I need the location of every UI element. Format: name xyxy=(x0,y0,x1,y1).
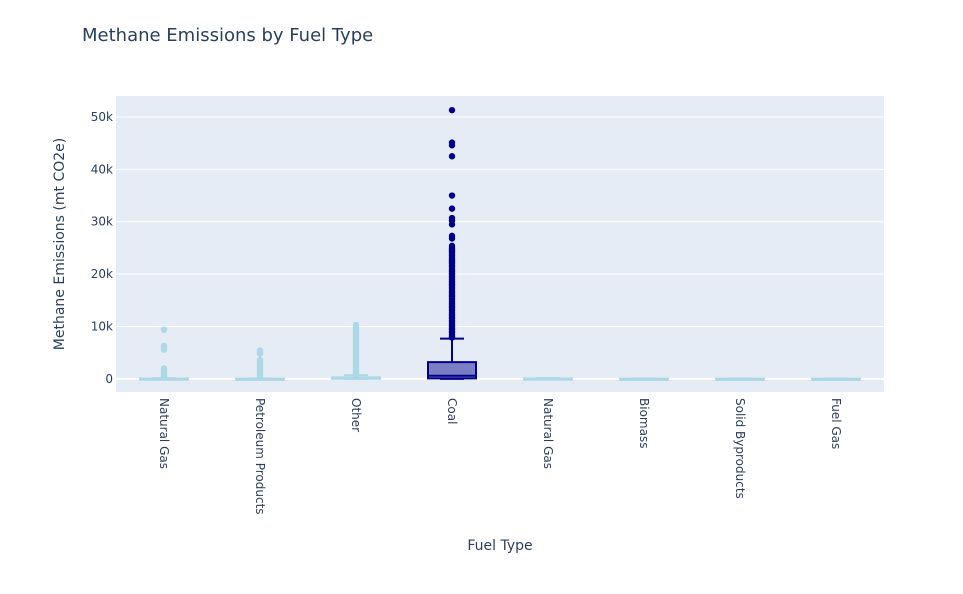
x-tick-label: Coal xyxy=(445,398,459,424)
y-tick-label: 50k xyxy=(91,110,113,124)
y-tick-label: 30k xyxy=(91,215,113,229)
outlier-point xyxy=(448,192,456,199)
box-trace xyxy=(331,321,381,380)
x-tick-label: Natural Gas xyxy=(541,398,555,469)
y-tick-label: 40k xyxy=(91,162,113,176)
x-tick-label: Petroleum Products xyxy=(253,398,267,515)
y-gridlines xyxy=(116,116,884,328)
box-trace xyxy=(523,377,573,381)
x-tick-label: Natural Gas xyxy=(157,398,171,469)
box-trace xyxy=(715,377,765,381)
box-trace xyxy=(235,347,285,381)
box-trace xyxy=(619,377,669,381)
y-tick-label: 0 xyxy=(105,372,113,386)
outlier-point xyxy=(448,106,456,114)
box-iqr xyxy=(427,361,477,380)
x-tick-label: Biomass xyxy=(637,398,651,448)
outlier-point xyxy=(256,356,264,364)
box-trace xyxy=(427,106,477,380)
y-axis-ticks: 0 10k 20k 30k 40k 50k xyxy=(91,110,113,386)
box-trace xyxy=(139,326,189,381)
outlier-point xyxy=(448,242,456,250)
x-axis-title: Fuel Type xyxy=(467,538,532,554)
outlier-point xyxy=(160,326,168,333)
box-trace xyxy=(811,377,861,381)
outlier-point xyxy=(448,153,456,160)
chart-title: Methane Emissions by Fuel Type xyxy=(82,25,373,46)
plot-area xyxy=(116,96,884,392)
outlier-point xyxy=(160,365,168,372)
y-tick-label: 10k xyxy=(91,320,113,334)
x-tick-label: Other xyxy=(349,398,363,432)
y-tick-label: 20k xyxy=(91,267,113,281)
x-tick-label: Fuel Gas xyxy=(829,398,843,449)
y-axis-title: Methane Emissions (mt CO2e) xyxy=(52,138,68,350)
outlier-point xyxy=(448,205,456,212)
outlier-point xyxy=(448,214,456,222)
outlier-point xyxy=(160,342,168,350)
outlier-point xyxy=(448,232,456,240)
x-tick-label: Solid Byproducts xyxy=(733,398,747,499)
box-traces xyxy=(139,106,861,381)
x-axis-ticks: Natural Gas Petroleum Products Other Coal Na… xyxy=(157,398,843,515)
outlier-point xyxy=(352,321,360,329)
outlier-point xyxy=(256,347,264,354)
outlier-point xyxy=(448,139,456,146)
